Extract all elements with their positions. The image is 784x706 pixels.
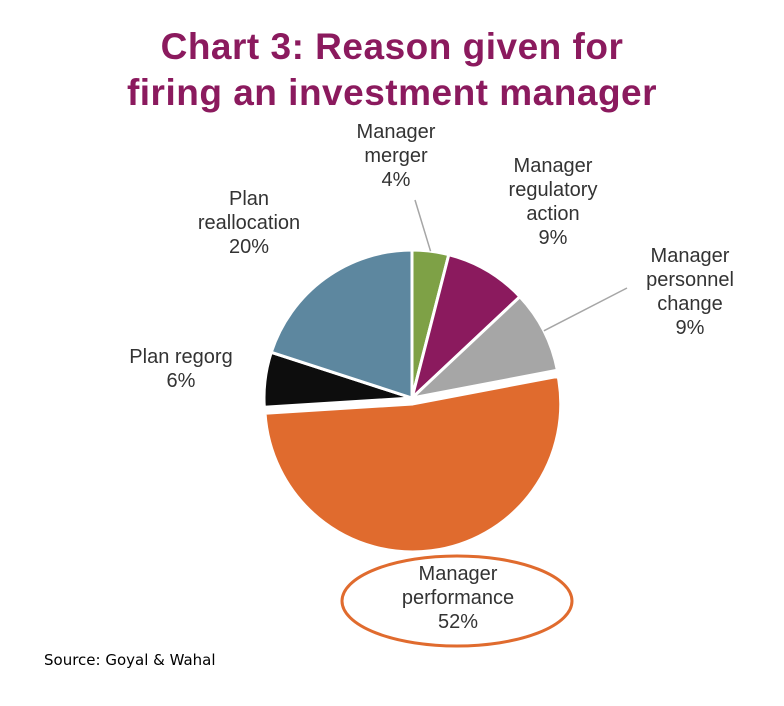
slice-value-label: 9% (539, 227, 568, 249)
chart-title-line-2: firing an investment manager (126, 72, 658, 113)
slice-value-label: 20% (229, 236, 269, 258)
source-note: Source: Goyal & Wahal (44, 651, 216, 669)
pie-slice-manager-regulatory-action (410, 253, 522, 400)
highlight-group (340, 554, 574, 648)
slice-value-label: 6% (167, 370, 196, 392)
slice-labels: Manager merger 4%Manager regulatory action 9%… (129, 121, 734, 633)
slice-name-line: performance (402, 587, 514, 609)
slice-label-manager-personnel-change: Manager personnel change 9% (646, 245, 734, 339)
highlight-ellipse (340, 554, 574, 648)
pie-slice-manager-performance (263, 374, 563, 554)
slice-name-line: Plan (229, 188, 269, 210)
slice-name-line: Plan regorg (129, 346, 232, 368)
slice-name-line: Manager (651, 245, 730, 267)
chart-title: Chart 3: Reason given for firing an inve… (0, 24, 784, 116)
leader-line-manager-merger (414, 199, 432, 252)
slice-name-line: personnel (646, 269, 734, 291)
slice-label-manager-regulatory-action: Manager regulatory action 9% (509, 155, 598, 249)
slice-name-line: Manager (514, 155, 593, 177)
slice-name-line: Manager (419, 563, 498, 585)
slice-label-plan-regorg: Plan regorg 6% (129, 346, 232, 392)
leader-lines (414, 199, 628, 332)
pie-slices (262, 248, 563, 554)
slice-value-label: 52% (438, 611, 478, 633)
slice-label-manager-performance: Manager performance 52% (402, 563, 514, 633)
slice-name-line: merger (364, 145, 428, 167)
pie-slice-plan-reallocation (269, 248, 414, 400)
slice-name-line: regulatory (509, 179, 598, 201)
slice-name-line: change (657, 293, 723, 315)
slice-label-manager-merger: Manager merger 4% (357, 121, 436, 191)
leader-line-manager-personnel-change (543, 287, 628, 332)
chart-title-line-1: Chart 3: Reason given for (160, 26, 624, 67)
pie-slice-manager-personnel-change (410, 295, 559, 400)
slice-name-line: reallocation (198, 212, 300, 234)
slice-name-line: action (526, 203, 579, 225)
slice-value-label: 4% (382, 169, 411, 191)
slice-label-plan-reallocation: Plan reallocation 20% (198, 188, 300, 258)
slice-name-line: Manager (357, 121, 436, 143)
slice-value-label: 9% (676, 317, 705, 339)
